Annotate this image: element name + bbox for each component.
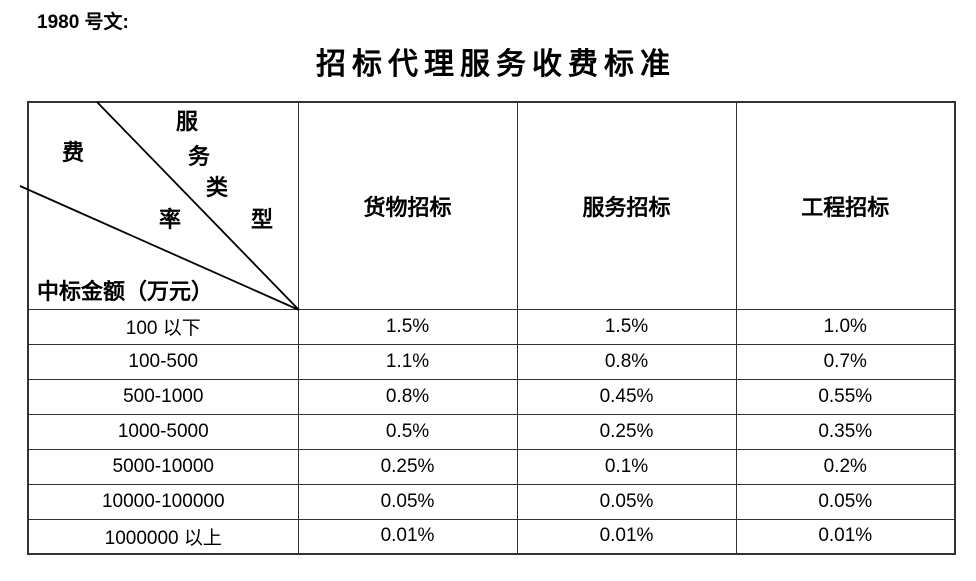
amount-range-cell: 500-1000 [27, 378, 299, 415]
rate-cell: 1.5% [297, 308, 518, 345]
diagonal-char-service-type: 类 [205, 175, 228, 200]
diagonal-header-cell: 服 务 类 型 费 率 中标金额（万元） [27, 101, 299, 310]
rate-cell: 0.45% [516, 378, 737, 415]
table-row: 1000-5000 0.5% 0.25% 0.35% [27, 413, 956, 450]
column-header-works-tender: 工程招标 [735, 101, 956, 310]
table-row: 500-1000 0.8% 0.45% 0.55% [27, 378, 956, 415]
table-row: 5000-10000 0.25% 0.1% 0.2% [27, 448, 956, 485]
rate-cell: 1.5% [516, 308, 737, 345]
rate-cell: 0.2% [735, 448, 956, 485]
rate-cell: 0.8% [516, 343, 737, 380]
rate-cell: 0.8% [297, 378, 518, 415]
amount-range-cell: 10000-100000 [27, 483, 299, 520]
diagonal-char-rate: 费 [61, 140, 84, 165]
rate-cell: 0.05% [735, 483, 956, 520]
column-header-service-tender: 服务招标 [516, 101, 737, 310]
rate-cell: 0.7% [735, 343, 956, 380]
diagonal-char-rate: 率 [158, 207, 181, 232]
rate-cell: 0.35% [735, 413, 956, 450]
rate-cell: 0.05% [516, 483, 737, 520]
amount-range-cell: 100-500 [27, 343, 299, 380]
rate-cell: 1.0% [735, 308, 956, 345]
rate-cell: 0.01% [297, 518, 518, 555]
table-row: 100 以下 1.5% 1.5% 1.0% [27, 308, 956, 345]
amount-range-cell: 1000000 以上 [27, 518, 299, 555]
rate-cell: 0.05% [297, 483, 518, 520]
rate-cell: 1.1% [297, 343, 518, 380]
rate-cell: 0.01% [516, 518, 737, 555]
row-axis-label: 中标金额（万元） [37, 279, 214, 304]
rate-cell: 0.25% [516, 413, 737, 450]
table-row: 100-500 1.1% 0.8% 0.7% [27, 343, 956, 380]
rate-cell: 0.01% [735, 518, 956, 555]
rate-cell: 0.25% [297, 448, 518, 485]
table-row: 10000-100000 0.05% 0.05% 0.05% [27, 483, 956, 520]
diagonal-char-service-type: 务 [187, 144, 210, 169]
rate-cell: 0.55% [735, 378, 956, 415]
amount-range-cell: 100 以下 [27, 308, 299, 345]
amount-range-cell: 1000-5000 [27, 413, 299, 450]
table-row: 1000000 以上 0.01% 0.01% 0.01% [27, 518, 956, 555]
page-title: 招标代理服务收费标准 [316, 48, 676, 81]
diagonal-char-service-type: 服 [175, 109, 198, 134]
amount-range-cell: 5000-10000 [27, 448, 299, 485]
rate-cell: 0.1% [516, 448, 737, 485]
doc-number-label: 1980 号文: [37, 12, 129, 33]
column-header-goods-tender: 货物招标 [297, 101, 518, 310]
rate-cell: 0.5% [297, 413, 518, 450]
diagonal-char-service-type: 型 [250, 207, 273, 232]
fee-table: 服 务 类 型 费 率 中标金额（万元） 货物招标 服务招标 工程招标 100 … [27, 101, 956, 555]
header-row: 服 务 类 型 费 率 中标金额（万元） 货物招标 服务招标 工程招标 [27, 101, 956, 310]
